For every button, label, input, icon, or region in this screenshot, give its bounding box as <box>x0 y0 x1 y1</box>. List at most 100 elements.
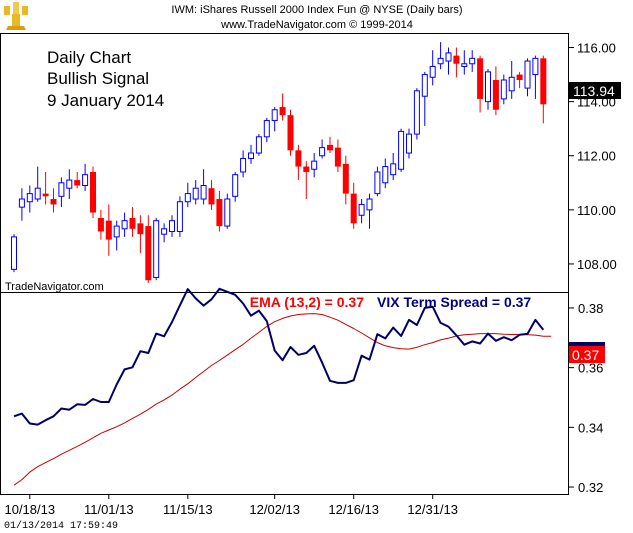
price-tick-label: 108.00 <box>577 257 617 272</box>
header-copyright: www.TradeNavigator.com © 1999-2014 <box>220 19 413 31</box>
candle-body <box>74 180 81 186</box>
candle <box>437 42 444 70</box>
x-axis: 10/18/13 11/01/13 11/15/13 12/02/13 12/16/13… <box>4 494 458 517</box>
candle-body <box>413 90 420 135</box>
candle-body <box>469 57 476 65</box>
indicator-lines <box>13 287 552 486</box>
candle-body <box>540 58 547 105</box>
indicator-tick-label: 0.34 <box>578 420 603 435</box>
candle <box>398 128 405 172</box>
candle-body <box>121 220 128 230</box>
candle-body <box>358 203 365 216</box>
price-tick-label: 116.00 <box>577 41 616 56</box>
candle-body <box>26 193 33 203</box>
candle <box>319 139 326 159</box>
candle-body <box>342 163 349 194</box>
candle-body <box>90 171 96 213</box>
candle-body <box>303 166 310 172</box>
candle-body <box>145 226 152 281</box>
candle <box>461 50 468 75</box>
candle <box>248 144 254 164</box>
candle-body <box>437 57 444 65</box>
candle <box>327 136 333 154</box>
x-tick-label: 12/02/13 <box>249 502 300 517</box>
candle <box>382 158 389 189</box>
candle-body <box>429 65 436 78</box>
candle-body <box>34 187 41 200</box>
indicator-axis: 0.38 0.36 0.34 0.32 <box>569 301 603 495</box>
candle <box>445 47 452 75</box>
candle-body <box>184 193 191 203</box>
candle <box>374 166 381 197</box>
candle <box>129 207 136 237</box>
candle-body <box>406 133 412 154</box>
trade-navigator-logo <box>4 2 28 30</box>
candle <box>469 50 476 72</box>
candle-body <box>50 199 57 205</box>
candle <box>176 196 183 237</box>
candle-body <box>169 220 175 232</box>
candle <box>334 139 341 172</box>
candle-body <box>421 74 428 97</box>
candle <box>350 182 357 229</box>
candle-body <box>366 198 373 211</box>
candle <box>279 93 286 121</box>
ema-value-label: 0.37 <box>572 347 599 363</box>
timestamp: 01/13/2014 17:59:49 <box>4 520 118 532</box>
candle-body <box>334 147 341 167</box>
candle <box>342 155 349 205</box>
candle <box>255 134 262 156</box>
candle-body <box>42 193 49 197</box>
ema-value-box <box>569 346 605 363</box>
candle-body <box>327 144 333 151</box>
candle-body <box>485 71 491 103</box>
candle-body <box>153 220 160 278</box>
candle <box>232 171 239 202</box>
candle <box>516 71 523 89</box>
header-title: IWM: iShares Russell 2000 Index Fun @ NY… <box>171 4 462 16</box>
candle <box>137 215 144 254</box>
candle <box>58 177 65 208</box>
candle-body <box>58 182 65 197</box>
candle-body <box>255 136 262 154</box>
candle <box>82 163 89 191</box>
candle <box>161 223 168 243</box>
candle-body <box>208 188 215 205</box>
candle <box>240 150 247 178</box>
candle <box>26 185 33 213</box>
candle-body <box>129 217 136 229</box>
candle-body <box>105 220 112 240</box>
ema-line <box>13 313 552 486</box>
indicator-tick-label: 0.36 <box>578 361 603 376</box>
candle-body <box>390 163 397 176</box>
candle <box>477 55 484 113</box>
candle <box>200 169 207 205</box>
annotation-line-2: Bullish Signal <box>47 69 149 88</box>
candle-body <box>492 79 499 110</box>
candle-body <box>200 184 207 200</box>
candle-body <box>137 223 144 235</box>
x-tick-label: 11/01/13 <box>84 502 134 517</box>
candle-body <box>82 174 89 186</box>
x-tick-label: 11/15/13 <box>163 502 213 517</box>
x-tick-label: 10/18/13 <box>4 502 55 517</box>
candle <box>121 212 128 237</box>
candle <box>192 180 199 205</box>
candle-body <box>271 109 278 122</box>
x-tick-label: 12/31/13 <box>407 502 458 517</box>
candle <box>508 61 515 99</box>
vix-term-spread-line <box>13 287 545 426</box>
indicator-panel-frame <box>0 292 569 495</box>
candle-body <box>445 52 452 62</box>
candle <box>66 169 73 200</box>
candle <box>18 188 25 221</box>
candle-body <box>224 198 231 227</box>
candle-body <box>66 179 73 189</box>
candle <box>421 71 428 126</box>
watermark-text: TradeNavigator.com <box>5 281 104 293</box>
candle-body <box>524 60 531 89</box>
candle-body <box>319 147 326 157</box>
candle <box>366 193 373 229</box>
last-price-marker: 113.94 <box>569 82 621 99</box>
candle <box>208 180 215 210</box>
